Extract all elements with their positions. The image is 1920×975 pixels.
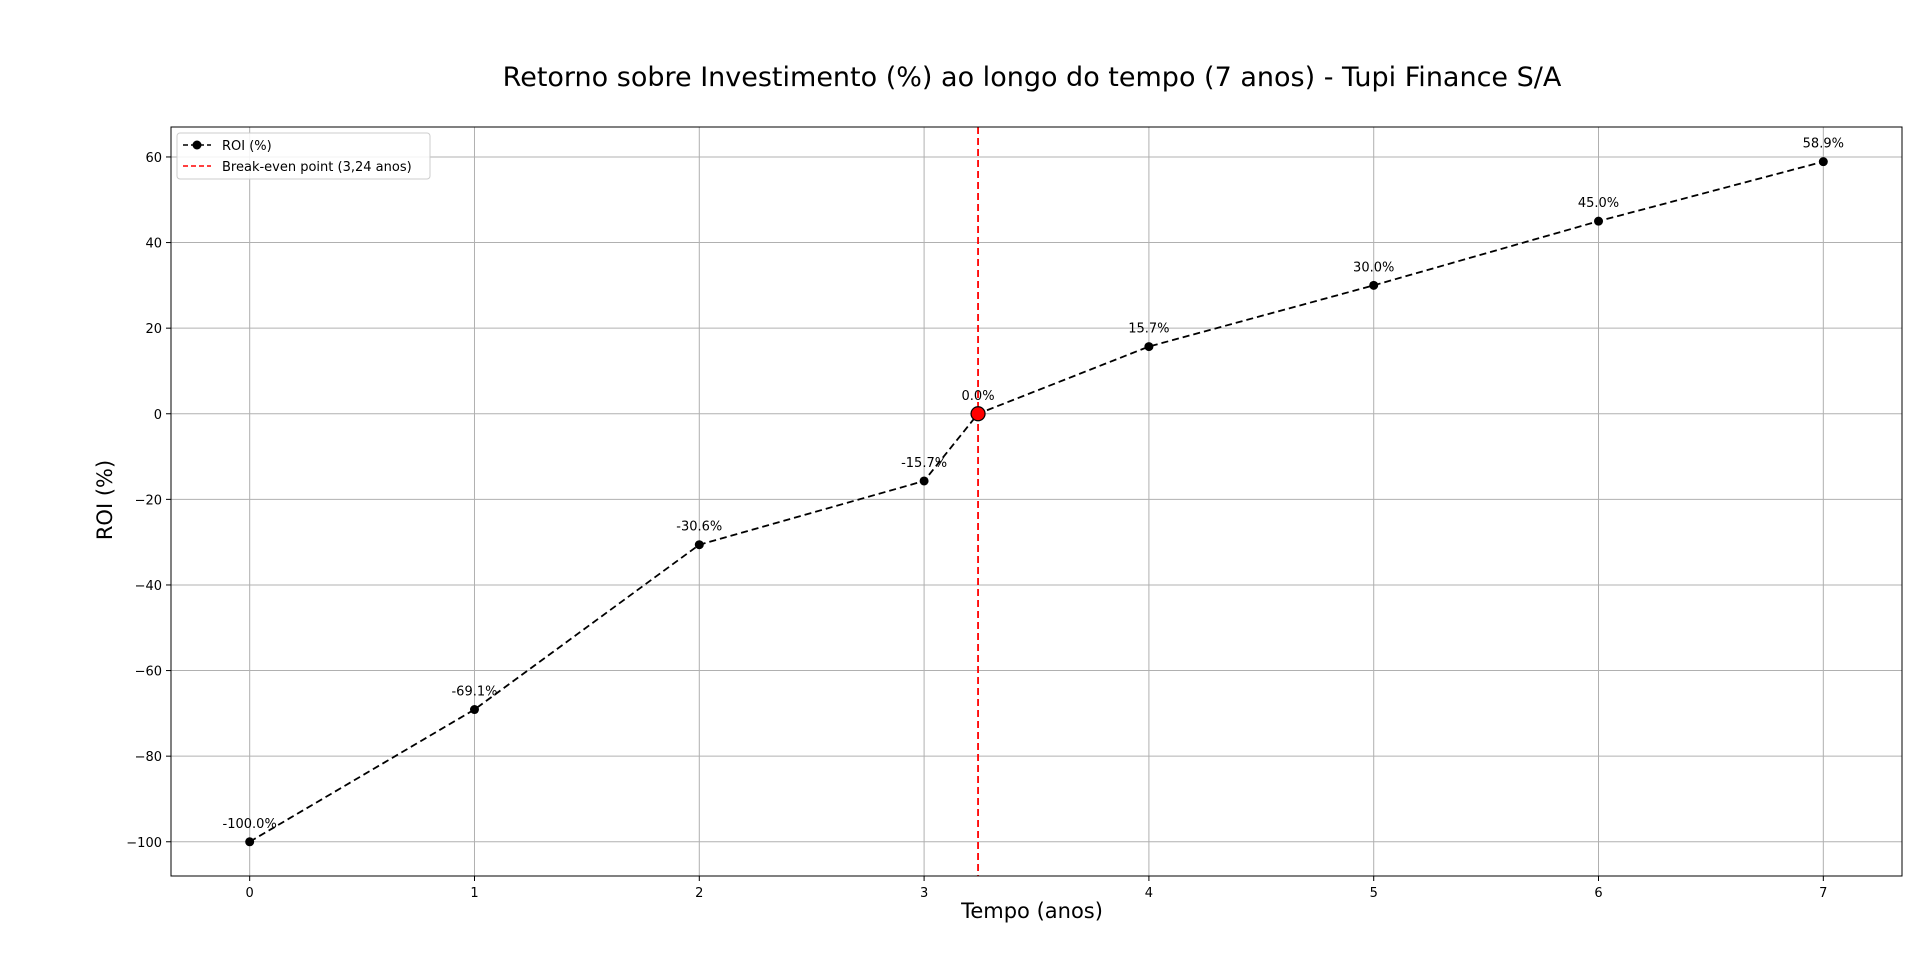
x-tick-label: 6 — [1594, 886, 1602, 901]
roi-data-point — [919, 476, 929, 486]
legend-roi-label: ROI (%) — [222, 139, 272, 154]
roi-data-label: 0.0% — [962, 389, 995, 404]
roi-data-point — [1818, 157, 1828, 167]
legend-break-even-label: Break-even point (3,24 anos) — [222, 160, 412, 175]
roi-data-label: -100.0% — [223, 817, 277, 832]
roi-data-label: 30.0% — [1353, 260, 1394, 275]
x-axis-title: Tempo (anos) — [960, 899, 1103, 923]
chart-title: Retorno sobre Investimento (%) ao longo … — [503, 62, 1562, 93]
y-axis-title: ROI (%) — [93, 460, 117, 540]
roi-series-line — [249, 160, 1824, 843]
y-tick-label: 0 — [154, 408, 162, 423]
plot-area-frame — [170, 126, 1903, 877]
roi-data-point — [245, 837, 255, 847]
roi-data-point — [1594, 216, 1604, 226]
grid-lines — [171, 127, 1902, 876]
y-tick-label: 20 — [145, 322, 162, 337]
roi-data-point — [694, 540, 704, 550]
y-tick-label: 60 — [145, 151, 162, 166]
axis-ticks-group: 0 1 2 3 4 5 6 7 −100 −80 −60 −40 −20 0 20 40 60 — [126, 151, 1827, 901]
roi-data-point — [469, 705, 479, 715]
data-labels-group: -100.0% -69.1% -30.6% -15.7% 0.0% 15.7% 30.0% 4… — [223, 137, 1844, 832]
y-tick-label: −20 — [135, 493, 162, 508]
y-tick-label: −60 — [135, 665, 162, 680]
legend-roi-marker-swatch — [192, 140, 202, 150]
x-tick-label: 4 — [1145, 886, 1153, 901]
chart-legend: ROI (%) Break-even point (3,24 anos) — [176, 132, 431, 180]
roi-data-label: -69.1% — [451, 685, 497, 700]
roi-data-label: 45.0% — [1578, 196, 1619, 211]
y-tick-label: −100 — [126, 836, 162, 851]
roi-data-label: 15.7% — [1128, 322, 1169, 337]
break-even-marker — [970, 406, 986, 422]
y-tick-label: −40 — [135, 579, 162, 594]
x-tick-label: 3 — [920, 886, 928, 901]
roi-data-label: -15.7% — [901, 456, 947, 471]
x-tick-label: 5 — [1370, 886, 1378, 901]
x-tick-label: 0 — [246, 886, 254, 901]
y-tick-label: −80 — [135, 750, 162, 765]
roi-data-label: -30.6% — [676, 520, 722, 535]
x-tick-label: 1 — [470, 886, 478, 901]
roi-data-point — [1144, 342, 1154, 352]
roi-data-point — [1369, 280, 1379, 290]
legend-box — [176, 132, 431, 180]
x-tick-label: 7 — [1819, 886, 1827, 901]
roi-data-label: 58.9% — [1803, 137, 1844, 152]
y-tick-label: 40 — [145, 237, 162, 252]
roi-series-group — [245, 157, 1828, 847]
x-tick-label: 2 — [695, 886, 703, 901]
